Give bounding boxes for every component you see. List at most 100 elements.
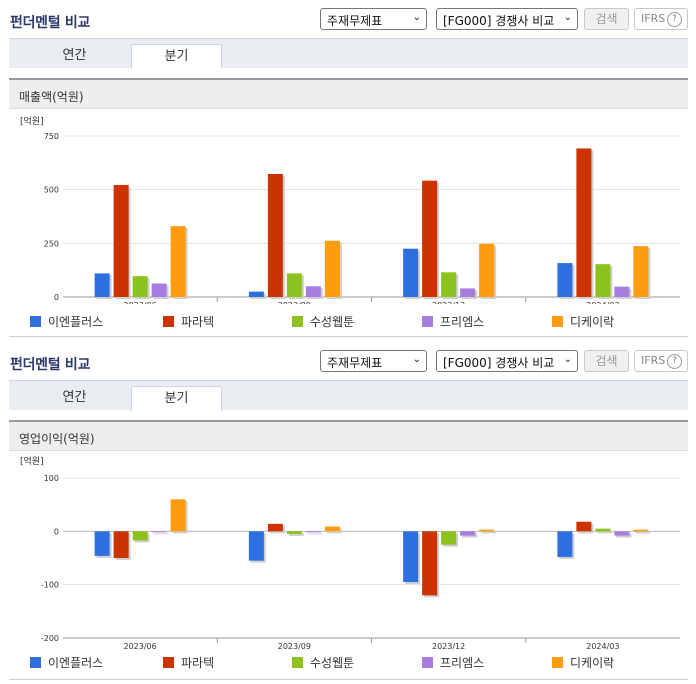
tab-quarterly[interactable]: 분기 — [131, 386, 222, 411]
peer-select-value: [FG000] 경쟁사 비교 — [443, 14, 555, 28]
legend-swatch — [292, 316, 303, 327]
x-tick-label: 2023/09 — [278, 642, 311, 650]
period-tabs: 연간 분기 — [9, 38, 688, 69]
legend-item-suseong-webtoon[interactable]: 수성웹툰 — [292, 313, 354, 330]
fundamentals-panel-operating-profit: 펀더멘털 비교 주재무제표 ⌄ [FG000] 경쟁사 비교 ⌄ 검색 IFRS… — [0, 342, 696, 684]
legend-item-preems[interactable]: 프리엠스 — [422, 313, 484, 330]
bar-파라텍-2023/06 — [113, 531, 129, 558]
legend-swatch — [163, 316, 174, 327]
legend-label: 파라텍 — [181, 315, 215, 329]
tab-annual[interactable]: 연간 — [62, 48, 87, 63]
x-tick-label: 2023/06 — [124, 642, 157, 650]
period-tabs: 연간 분기 — [9, 380, 688, 411]
panel-header: 펀더멘털 비교 주재무제표 ⌄ [FG000] 경쟁사 비교 ⌄ 검색 IFRS… — [0, 0, 696, 36]
legend-label: 디케이락 — [570, 315, 615, 329]
panel-title: 펀더멘털 비교 — [10, 357, 91, 373]
y-unit-label: [억원] — [20, 455, 44, 467]
bar-shadow — [153, 533, 169, 535]
chart-legend: 이엔플러스 파라텍 수성웹툰 프리엠스 디케이락 — [30, 313, 690, 331]
bar-shadow — [635, 531, 651, 534]
tab-quarterly[interactable]: 분기 — [131, 44, 222, 69]
legend-swatch — [552, 657, 563, 668]
peer-select-value: [FG000] 경쟁사 비교 — [443, 356, 555, 370]
legend-swatch — [163, 657, 174, 668]
bar-파라텍-2023/12 — [422, 180, 438, 297]
operating-profit-bar-chart: [억원] -200 -100 0 100 2023/06 2023/09 2023/12 202… — [20, 455, 680, 650]
ifrs-label: IFRS — [641, 12, 666, 25]
metric-title: 영업이익(억원) — [19, 432, 95, 446]
legend-label: 디케이락 — [570, 656, 615, 670]
panel-divider — [9, 679, 688, 680]
bar-프리엠스-2023/06 — [151, 531, 167, 533]
panel-title: 펀더멘털 비교 — [10, 15, 91, 31]
bar-파라텍-2023/09 — [267, 523, 283, 532]
y-tick-label: 750 — [44, 132, 59, 141]
bar-수성웹툰-2024/03 — [595, 264, 611, 297]
x-tick-label: 2024/03 — [586, 301, 619, 304]
legend-label: 수성웹툰 — [310, 656, 355, 670]
legend-item-suseong-webtoon[interactable]: 수성웹툰 — [292, 654, 354, 671]
y-unit-label: [억원] — [20, 115, 44, 127]
metric-header: 영업이익(억원) — [9, 420, 688, 451]
tab-annual[interactable]: 연간 — [62, 390, 87, 405]
legend-item-dklok[interactable]: 디케이락 — [552, 654, 614, 671]
ifrs-help-button[interactable]: IFRS ? — [634, 350, 688, 372]
legend-item-paratech[interactable]: 파라텍 — [163, 313, 214, 330]
bar-파라텍-2024/03 — [576, 521, 592, 532]
legend-swatch — [422, 657, 433, 668]
bar-이엔플러스-2024/03 — [557, 263, 573, 297]
bar-디케이락-2024/03 — [633, 246, 649, 297]
legend-item-enplus[interactable]: 이엔플러스 — [30, 654, 103, 671]
y-tick-label: -100 — [41, 581, 59, 590]
legend-label: 수성웹툰 — [310, 315, 355, 329]
bar-프리엠스-2023/09 — [305, 531, 321, 533]
x-tick-label: 2023/06 — [124, 301, 157, 304]
legend-swatch — [30, 657, 41, 668]
legend-label: 이엔플러스 — [48, 656, 104, 670]
y-tick-label: 100 — [44, 474, 59, 483]
bar-프리엠스-2023/12 — [460, 531, 476, 536]
bar-shadow — [597, 530, 613, 534]
bar-파라텍-2023/12 — [422, 531, 438, 596]
bar-이엔플러스-2023/06 — [94, 531, 110, 556]
x-tick-label: 2024/03 — [586, 642, 619, 650]
bar-수성웹툰-2023/12 — [441, 531, 457, 545]
bar-디케이락-2023/09 — [324, 240, 340, 297]
chevron-down-icon: ⌄ — [412, 12, 421, 23]
legend-swatch — [30, 316, 41, 327]
bar-디케이락-2023/12 — [479, 529, 495, 532]
statement-select-value: 주재무제표 — [327, 356, 383, 370]
bar-디케이락-2023/06 — [170, 499, 186, 532]
legend-item-paratech[interactable]: 파라텍 — [163, 654, 214, 671]
bar-수성웹툰-2024/03 — [595, 528, 611, 532]
legend-item-enplus[interactable]: 이엔플러스 — [30, 313, 103, 330]
legend-swatch — [552, 316, 563, 327]
bar-파라텍-2023/06 — [113, 184, 129, 297]
bar-수성웹툰-2023/09 — [286, 531, 302, 534]
peer-select[interactable]: [FG000] 경쟁사 비교 ⌄ — [436, 8, 578, 30]
bar-이엔플러스-2023/06 — [94, 273, 110, 297]
x-tick-label: 2023/12 — [432, 301, 465, 304]
legend-swatch — [292, 657, 303, 668]
bar-프리엠스-2024/03 — [614, 531, 630, 536]
legend-item-dklok[interactable]: 디케이락 — [552, 313, 614, 330]
statement-select[interactable]: 주재무제표 ⌄ — [320, 350, 427, 372]
search-button[interactable]: 검색 — [584, 8, 629, 30]
help-icon: ? — [667, 354, 682, 369]
bar-프리엠스-2024/03 — [614, 286, 630, 297]
legend-label: 이엔플러스 — [48, 315, 104, 329]
chart-legend: 이엔플러스 파라텍 수성웹툰 프리엠스 디케이락 — [30, 654, 690, 672]
ifrs-help-button[interactable]: IFRS ? — [634, 8, 688, 30]
legend-item-preems[interactable]: 프리엠스 — [422, 654, 484, 671]
peer-select[interactable]: [FG000] 경쟁사 비교 ⌄ — [436, 350, 578, 372]
bar-shadow — [481, 531, 497, 534]
help-icon: ? — [667, 12, 682, 27]
bar-shadow — [307, 533, 323, 535]
search-button[interactable]: 검색 — [584, 350, 629, 372]
statement-select-value: 주재무제표 — [327, 14, 383, 28]
bar-이엔플러스-2023/12 — [403, 248, 419, 297]
y-tick-label: 0 — [54, 293, 59, 302]
x-tick-label: 2023/12 — [432, 642, 465, 650]
bar-파라텍-2024/03 — [576, 148, 592, 297]
statement-select[interactable]: 주재무제표 ⌄ — [320, 8, 427, 30]
